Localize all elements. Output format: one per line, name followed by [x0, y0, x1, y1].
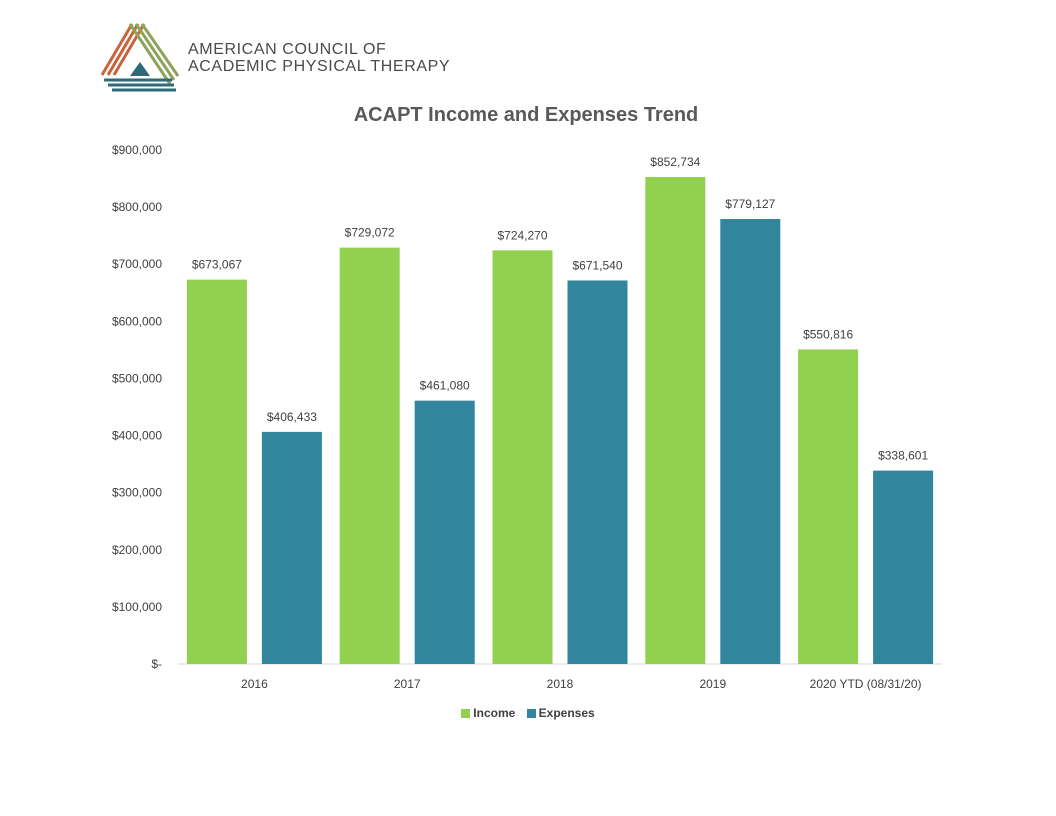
y-tick-label: $700,000: [112, 257, 162, 271]
data-label: $673,067: [192, 258, 242, 272]
legend-label-income: Income: [473, 706, 516, 720]
legend-label-expenses: Expenses: [538, 706, 595, 720]
bar-chart: $- $100,000 $200,000 $300,000 $400,000 $500,0…: [112, 143, 942, 691]
income-bar: [798, 349, 859, 664]
income-bar: [645, 176, 706, 664]
data-label: $724,270: [497, 228, 547, 242]
organization-name-line1: AMERICAN COUNCIL OF: [188, 41, 387, 58]
data-label: $852,734: [650, 155, 700, 169]
legend-item-income: Income: [461, 706, 515, 720]
y-tick-label: $600,000: [112, 314, 162, 328]
x-tick-label: 2018: [547, 677, 574, 691]
x-tick-label: 2016: [241, 677, 268, 691]
data-label: $550,816: [803, 327, 853, 341]
income-bar: [186, 279, 247, 664]
y-tick-label: $100,000: [112, 600, 162, 614]
legend-swatch-income: [461, 708, 471, 718]
y-tick-label: $400,000: [112, 429, 162, 443]
data-label: $779,127: [725, 197, 775, 211]
acapt-logo-icon: [100, 23, 180, 92]
expenses-bar: [261, 431, 322, 664]
y-tick-label: $200,000: [112, 543, 162, 557]
y-tick-label: $-: [151, 657, 162, 671]
legend-swatch-expenses: [526, 708, 536, 718]
y-tick-label: $300,000: [112, 486, 162, 500]
data-label: $338,601: [878, 449, 928, 463]
chart-title: ACAPT Income and Expenses Trend: [353, 104, 699, 126]
income-bar: [339, 247, 400, 664]
expenses-bar: [873, 470, 934, 664]
x-tick-label: 2017: [394, 677, 421, 691]
y-tick-label: $800,000: [112, 200, 162, 214]
expenses-bar: [720, 219, 781, 664]
expenses-bar: [414, 400, 475, 664]
x-tick-label: 2020 YTD (08/31/20): [810, 677, 922, 691]
organization-name: AMERICAN COUNCIL OF ACADEMIC PHYSICAL TH…: [188, 41, 450, 75]
data-label: $406,433: [267, 410, 317, 424]
y-tick-label: $500,000: [112, 371, 162, 385]
chart-legend: Income Expenses: [0, 706, 1056, 721]
legend-item-expenses: Expenses: [526, 706, 595, 720]
expenses-bar: [567, 280, 628, 664]
income-bar: [492, 250, 553, 664]
x-tick-label: 2019: [699, 677, 726, 691]
data-label: $671,540: [572, 258, 622, 272]
data-label: $729,072: [345, 226, 395, 240]
data-label: $461,080: [420, 379, 470, 393]
y-tick-label: $900,000: [112, 143, 162, 157]
organization-name-line2: ACADEMIC PHYSICAL THERAPY: [188, 58, 451, 75]
